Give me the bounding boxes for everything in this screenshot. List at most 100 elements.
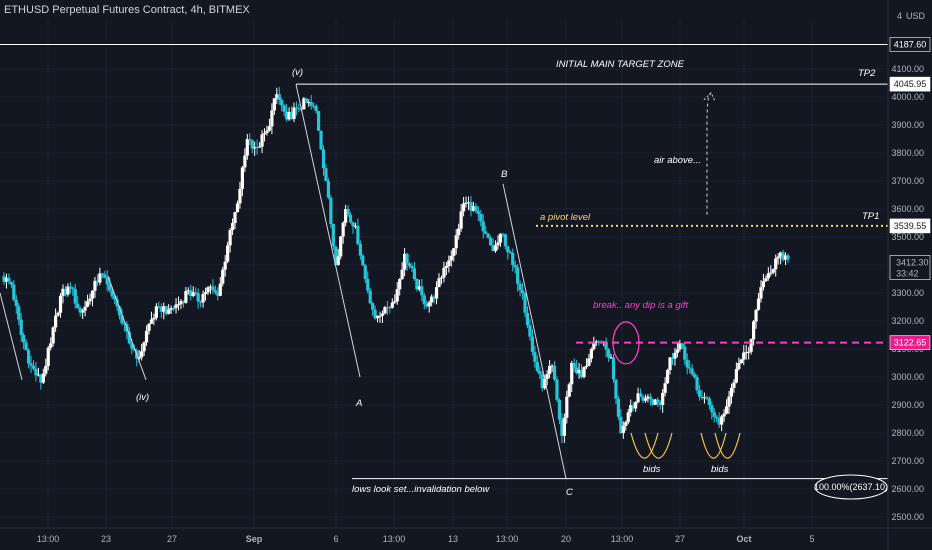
candle [63, 288, 68, 295]
candle [71, 287, 75, 290]
candle [76, 303, 80, 309]
candle [73, 289, 77, 304]
candle [552, 365, 557, 380]
x-tick-label: 27 [167, 534, 177, 544]
candle [56, 312, 60, 316]
candle [764, 278, 768, 282]
bids-arc [700, 432, 727, 459]
candle [19, 319, 23, 335]
candle [353, 225, 358, 227]
candle [9, 281, 13, 285]
candle [371, 303, 375, 310]
wave-label-iv: (iv) [136, 392, 149, 403]
candle [572, 363, 576, 368]
candle [442, 267, 446, 278]
candle [329, 197, 333, 224]
candle [199, 301, 203, 303]
bids-label-2: bids [711, 464, 729, 475]
candle [530, 336, 535, 352]
candle [292, 107, 296, 120]
candle [670, 357, 675, 359]
bids-arc [714, 432, 741, 459]
candle [693, 374, 697, 378]
candle [700, 396, 704, 398]
candle [211, 286, 215, 291]
candle [646, 396, 650, 399]
candle [683, 346, 687, 360]
candle [528, 325, 532, 337]
candle [186, 290, 190, 292]
invalidation-value: 100.00%(2637.10) [814, 482, 888, 492]
candle [287, 111, 291, 120]
candle [44, 365, 48, 374]
candle [95, 280, 99, 283]
candle [112, 296, 117, 300]
candle [410, 265, 414, 269]
air-above-label: air above... [654, 155, 701, 166]
candle [611, 357, 616, 380]
air-arrow-head [703, 91, 716, 102]
x-tick-label: 5 [809, 534, 814, 544]
candle [570, 363, 574, 385]
wave-line-left [0, 292, 23, 380]
x-tick-label: 13:00 [37, 534, 60, 544]
candle [90, 290, 95, 299]
candle [358, 243, 362, 256]
candle [697, 390, 702, 397]
candle [110, 290, 114, 297]
candle [331, 223, 335, 247]
candle [665, 369, 670, 384]
candle [363, 265, 367, 279]
candle [272, 98, 276, 111]
candle [503, 234, 507, 247]
candle [518, 283, 522, 291]
candle [747, 351, 751, 353]
candle [543, 379, 547, 389]
candle [230, 223, 235, 231]
candle [548, 365, 552, 375]
candle [405, 253, 409, 264]
candle [589, 349, 593, 359]
candle [157, 306, 161, 308]
candle [189, 290, 193, 296]
candle [385, 307, 389, 308]
candle [248, 139, 252, 141]
candle [39, 374, 43, 383]
candle [479, 213, 483, 222]
x-tick-label: 13 [448, 534, 458, 544]
candle [144, 330, 149, 343]
candle [223, 261, 227, 270]
candle [587, 358, 591, 366]
candle [710, 405, 714, 413]
candle [678, 343, 682, 350]
candle [459, 211, 463, 229]
candle [366, 279, 370, 291]
candle [457, 228, 461, 236]
candle [614, 379, 618, 399]
candle [218, 283, 222, 296]
y-tick-label: 3600.00 [891, 204, 924, 214]
candle [437, 278, 441, 288]
candle [285, 111, 289, 120]
candle [216, 292, 220, 296]
air-arrow [706, 93, 712, 215]
candle [560, 419, 564, 436]
candle [606, 349, 611, 358]
tag-3539-bg [889, 218, 931, 234]
candle [420, 286, 424, 296]
candle [474, 206, 478, 212]
candle [658, 402, 662, 405]
candle [326, 181, 331, 198]
candle [196, 293, 200, 302]
candle [253, 146, 257, 149]
candle [535, 361, 539, 372]
candle [592, 342, 596, 349]
candle [407, 263, 412, 266]
candle [449, 255, 453, 261]
candle [164, 306, 168, 314]
x-tick-label: Oct [736, 534, 751, 544]
candle [724, 406, 729, 414]
candle [668, 357, 672, 370]
